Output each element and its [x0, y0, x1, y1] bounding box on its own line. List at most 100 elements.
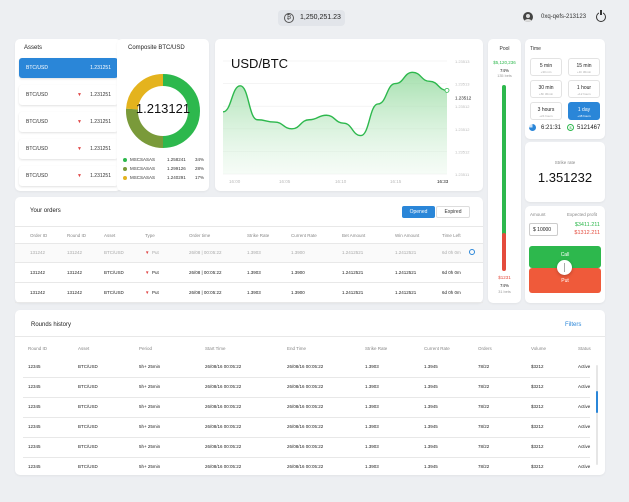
pool-up-amount: $5,120,236 — [493, 60, 516, 65]
round-cell: $3212 — [531, 444, 544, 449]
round-cell: $3212 — [531, 404, 544, 409]
call-button[interactable]: Call — [529, 246, 601, 268]
asset-item[interactable]: BTC/USD ▼ 1.231251 — [19, 139, 118, 159]
tab-expired[interactable]: Expired — [436, 206, 470, 218]
orders-header-cell: Strike Rate — [247, 233, 270, 238]
round-row[interactable]: 12345 BTC/USD 5h+ 25min 26/08/16 00:05:22 26… — [15, 461, 590, 477]
round-cell: 1.3945 — [424, 404, 438, 409]
rounds-divider — [15, 336, 605, 337]
tab-opened[interactable]: Opened — [402, 206, 435, 218]
composite-center-value: 1.213121 — [135, 101, 191, 116]
asset-name: BTC/USD — [26, 65, 48, 71]
close-order-icon[interactable] — [469, 249, 475, 255]
round-cell: 26/08/16 00:05:22 — [205, 424, 242, 429]
put-arrow-icon: ▼ — [145, 250, 150, 255]
order-cell: BTC/USD — [104, 250, 124, 255]
time-option-sub: +1h 30min — [576, 70, 592, 74]
round-cell: 1.3903 — [365, 364, 379, 369]
rounds-header-cell: Round ID — [28, 346, 48, 351]
round-cell: 78/22 — [478, 464, 490, 469]
legend-name: MSCSASAS — [130, 175, 156, 180]
order-cell: 1.2412521 — [342, 290, 364, 295]
asset-name: BTC/USD — [26, 173, 48, 179]
current-value-label: 1.23512 — [455, 95, 472, 100]
asset-item[interactable]: BTC/USD ▼ 1.231251 — [19, 166, 118, 186]
power-icon[interactable] — [596, 10, 606, 22]
chart-series-line — [222, 71, 448, 137]
round-cell: 78/22 — [478, 404, 490, 409]
rounds-header-cell: Period — [139, 346, 153, 351]
pool-panel: Pool $5,120,236 74% 135 bets $1231 74% 3… — [488, 39, 521, 303]
time-option[interactable]: 30 min +6h 30min — [530, 80, 562, 98]
round-cell: 12345 — [28, 464, 41, 469]
asset-name: BTC/USD — [26, 119, 48, 125]
orders-header-divider — [15, 243, 483, 244]
time-option-sub: +12 hours — [577, 92, 591, 96]
amount-input[interactable]: $ 10000 — [529, 223, 558, 236]
order-cell: 1.3900 — [291, 290, 305, 295]
round-row[interactable]: 12345 BTC/USD 5h+ 25min 26/08/16 00:05:22 26… — [15, 441, 591, 458]
chart-current-point — [444, 87, 450, 93]
orders-header-cell: Current Rate — [291, 233, 317, 238]
order-row[interactable]: 131242 131242 BTC/USD Put ▼ 26/08 | 00:05:22 1… — [15, 244, 483, 263]
round-row[interactable]: 12345 BTC/USD 5h+ 25min 26/08/16 00:05:22 26… — [15, 361, 590, 378]
rounds-header-cell: Start Time — [205, 346, 226, 351]
time-option[interactable]: 15 min +1h 30min — [568, 58, 600, 76]
balance-display[interactable]: ₿ 1,250,251.23 — [278, 10, 345, 26]
round-cell: 5h+ 25min — [139, 444, 161, 449]
user-avatar-icon[interactable] — [523, 12, 533, 22]
time-value-icon: $ — [567, 124, 574, 131]
round-cell: 5h+ 25min — [139, 464, 161, 469]
order-cell: 131242 — [30, 270, 46, 275]
round-cell: 12345 — [28, 444, 41, 449]
order-cell: BTC/USD — [104, 290, 124, 295]
round-cell: 26/08/16 00:05:22 — [205, 464, 242, 469]
filters-link[interactable]: Filters — [565, 322, 582, 328]
rounds-header-cell: Current Rate — [424, 346, 450, 351]
asset-item[interactable]: BTC/USD ▼ 1.231251 — [19, 112, 118, 132]
round-cell: Active — [578, 444, 591, 449]
round-row[interactable]: 12345 BTC/USD 5h+ 25min 26/08/16 00:05:22 26… — [15, 401, 590, 418]
round-cell: 26/08/16 00:05:22 — [287, 424, 324, 429]
row-divider — [15, 302, 483, 303]
time-option[interactable]: 1 hour +12 hours — [568, 80, 600, 98]
row-divider — [23, 397, 590, 398]
rounds-panel: Rounds history Filters Round ID Asset Peri… — [15, 310, 605, 475]
time-option[interactable]: 3 hours +24 hours — [530, 102, 562, 120]
order-row[interactable]: 131242 131242 BTC/USD Put ▼ 26/08 | 00:05:22 1… — [15, 284, 483, 303]
order-cell: Put — [152, 290, 159, 295]
asset-item[interactable]: BTC/USD ▼ 1.231251 — [19, 85, 118, 105]
donut-slice — [162, 74, 200, 148]
round-row[interactable]: 12345 BTC/USD 5h+ 25min 26/08/16 00:05:22 26… — [15, 421, 590, 438]
time-value: 5121467 — [577, 125, 601, 131]
rounds-title: Rounds history — [31, 322, 72, 328]
asset-item[interactable]: BTC/USD 1.231251 — [19, 58, 118, 78]
order-cell: BTC/USD — [104, 270, 124, 275]
round-cell: 1.3945 — [424, 424, 438, 429]
asset-rate: 1.231251 — [90, 92, 111, 98]
order-cell: 6d 0h 0m — [442, 270, 461, 275]
time-option[interactable]: 5 min +30 min — [530, 58, 562, 76]
order-cell: 1.3903 — [247, 250, 261, 255]
round-row[interactable]: 12345 BTC/USD 5h+ 25min 26/08/16 00:05:22 26… — [15, 381, 590, 398]
donut-slice — [126, 74, 164, 110]
x-tick-label: 16:05 — [279, 179, 291, 184]
rounds-scrollbar[interactable] — [596, 365, 598, 465]
round-cell: 5h+ 25min — [139, 404, 161, 409]
time-option[interactable]: 1 day +48 hours — [568, 102, 600, 120]
order-row[interactable]: 131242 131242 BTC/USD Put ▼ 26/08 | 00:05:22 1… — [15, 264, 483, 283]
price-area-chart[interactable]: 1.23513 1.23513 1.23512 1.23512 1.23512 1.235… — [215, 39, 483, 191]
call-put-toggle[interactable] — [557, 260, 572, 275]
orders-header-cell: Time Left — [442, 233, 461, 238]
round-cell: $3212 — [531, 364, 544, 369]
rounds-scroll-thumb[interactable] — [596, 391, 598, 413]
username[interactable]: 0xq-qefs-213123 — [541, 14, 587, 20]
row-divider — [23, 437, 590, 438]
row-divider — [23, 457, 590, 458]
orders-header-cell: Type — [145, 233, 155, 238]
pool-down-pct: 74% — [499, 283, 509, 288]
assets-title: Assets — [24, 45, 43, 51]
down-arrow-icon: ▼ — [77, 92, 82, 98]
round-cell: 12345 — [28, 384, 41, 389]
time-option-sub: +30 min — [540, 70, 552, 74]
